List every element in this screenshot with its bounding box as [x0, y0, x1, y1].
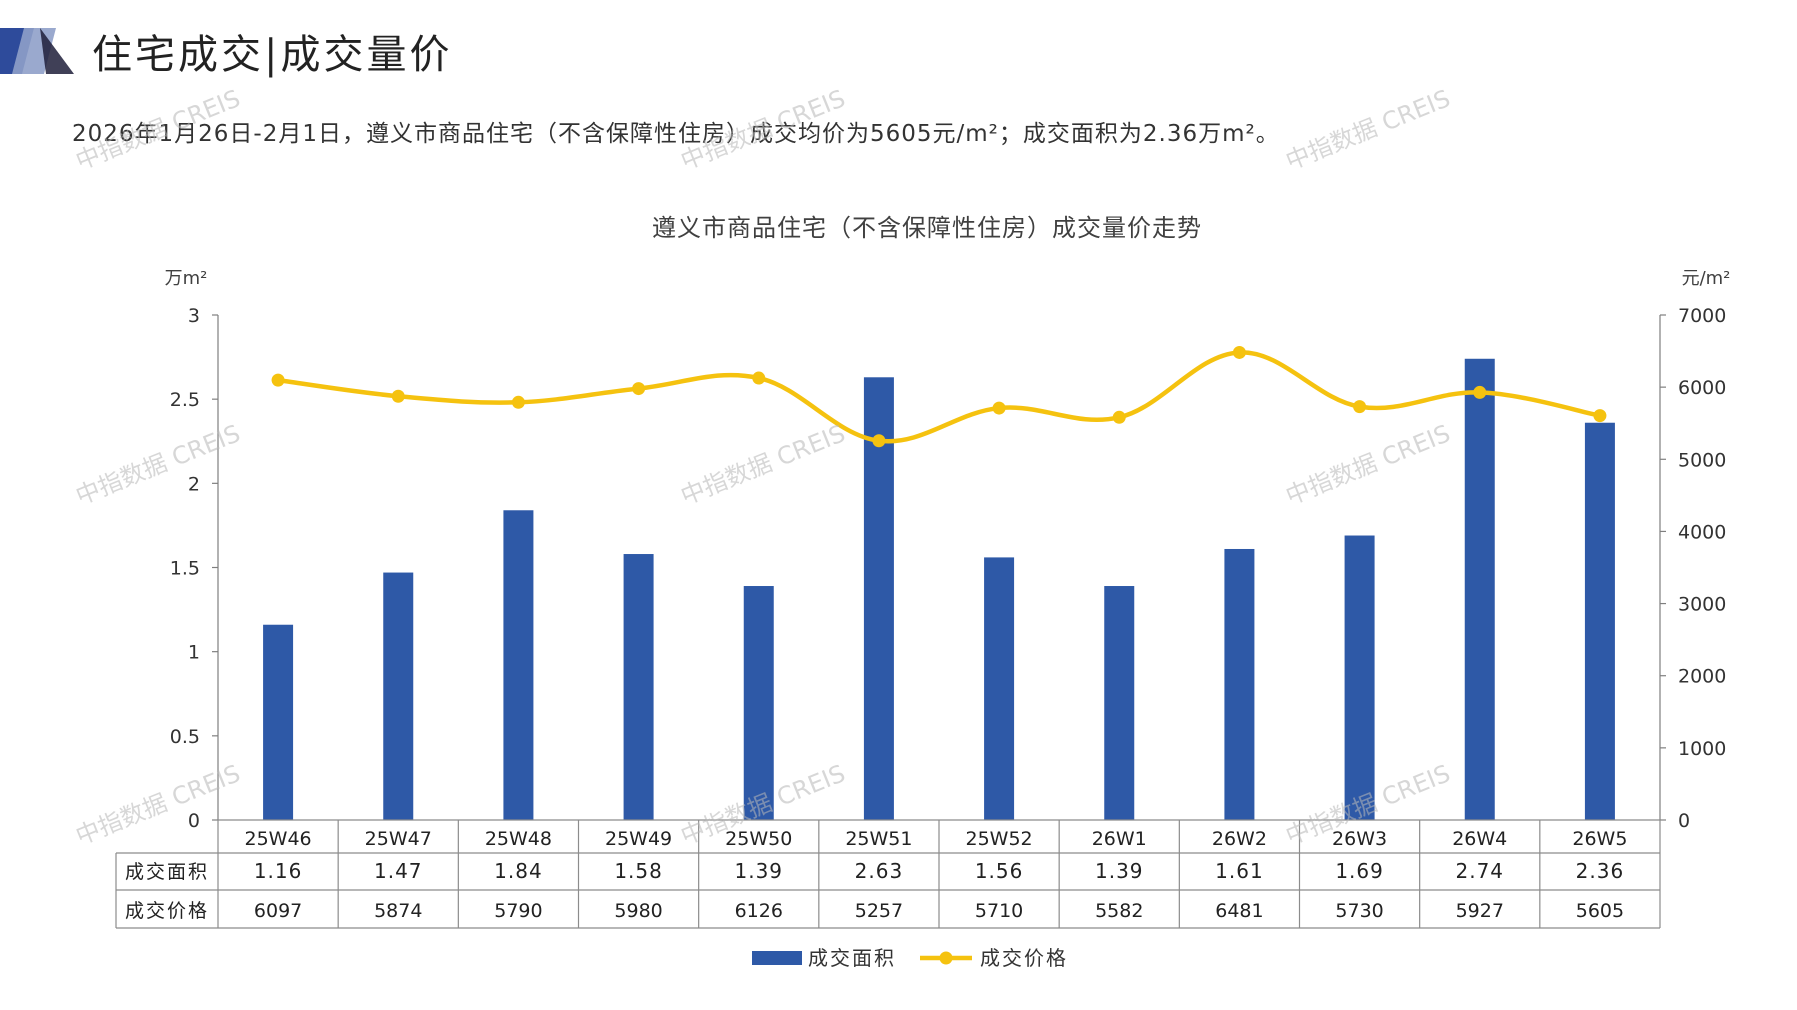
right-tick-label: 4000	[1678, 521, 1726, 543]
area-data-label: 2.63	[855, 859, 904, 883]
price-point-26W4	[1473, 385, 1487, 399]
price-point-26W3	[1353, 400, 1367, 414]
category-label: 25W48	[485, 828, 552, 850]
price-data-label: 5605	[1576, 900, 1624, 922]
watermark: 中指数据 CREIS	[72, 84, 244, 175]
price-data-label: 5874	[374, 900, 422, 922]
area-data-label: 1.56	[975, 859, 1024, 883]
summary-text: 2026年1月26日-2月1日，遵义市商品住宅（不含保障性住房）成交均价为560…	[72, 121, 1280, 147]
right-tick-label: 5000	[1678, 449, 1726, 471]
price-line	[277, 350, 1601, 444]
bar-25W49	[623, 554, 654, 820]
price-point-25W52	[992, 401, 1006, 415]
price-data-label: 5582	[1095, 900, 1143, 922]
price-data-label: 5257	[855, 900, 903, 922]
area-data-label: 2.36	[1576, 859, 1625, 883]
category-label: 26W3	[1332, 828, 1387, 850]
price-point-25W50	[752, 371, 766, 385]
right-tick-label: 7000	[1678, 305, 1726, 327]
price-point-26W2	[1232, 345, 1246, 359]
legend-swatch-price-dot	[939, 951, 953, 965]
right-tick-label: 3000	[1678, 594, 1726, 616]
bar-26W2	[1224, 548, 1255, 820]
chart-title: 遵义市商品住宅（不含保障性住房）成交量价走势	[652, 214, 1202, 242]
category-label: 25W49	[605, 828, 672, 850]
area-data-label: 1.84	[494, 859, 543, 883]
bar-26W5	[1584, 422, 1615, 820]
category-label: 25W46	[245, 828, 312, 850]
watermark: 中指数据 CREIS	[677, 84, 849, 175]
price-point-26W1	[1112, 410, 1126, 424]
right-tick-label: 0	[1678, 810, 1690, 832]
area-data-label: 1.39	[1095, 859, 1144, 883]
right-tick-label: 1000	[1678, 738, 1726, 760]
table-row-label-area: 成交面积	[125, 861, 209, 883]
left-tick-label: 3	[188, 305, 200, 327]
bar-26W3	[1344, 535, 1375, 820]
category-label: 25W52	[966, 828, 1033, 850]
bar-26W4	[1464, 358, 1495, 820]
category-label: 26W2	[1212, 828, 1267, 850]
legend-label-price: 成交价格	[980, 946, 1068, 970]
area-data-label: 2.74	[1455, 859, 1504, 883]
price-point-25W47	[391, 389, 405, 403]
area-data-label: 1.58	[614, 859, 663, 883]
price-data-label: 5710	[975, 900, 1023, 922]
area-data-label: 1.16	[254, 859, 303, 883]
price-point-25W51	[872, 434, 886, 448]
watermark: 中指数据 CREIS	[1282, 84, 1454, 175]
left-tick-label: 0.5	[170, 726, 200, 748]
area-data-label: 1.61	[1215, 859, 1264, 883]
brand-logo	[0, 28, 74, 74]
bar-25W50	[743, 586, 774, 820]
category-label: 26W5	[1572, 828, 1627, 850]
price-point-26W5	[1593, 409, 1607, 423]
watermark: 中指数据 CREIS	[1282, 419, 1454, 510]
page-title: 住宅成交|成交量价	[92, 32, 453, 78]
left-axis-unit: 万m²	[165, 268, 208, 289]
right-tick-label: 6000	[1678, 377, 1726, 399]
bar-25W52	[984, 557, 1015, 820]
left-tick-label: 1	[188, 642, 200, 664]
left-tick-label: 2.5	[170, 389, 200, 411]
left-tick-label: 1.5	[170, 558, 200, 580]
category-label: 25W51	[845, 828, 912, 850]
price-data-label: 6097	[254, 900, 302, 922]
bar-25W48	[503, 510, 534, 820]
category-label: 25W50	[725, 828, 792, 850]
area-data-label: 1.39	[734, 859, 783, 883]
bar-25W47	[383, 572, 414, 820]
legend-label-area: 成交面积	[808, 946, 896, 970]
category-label: 25W47	[365, 828, 432, 850]
watermark: 中指数据 CREIS	[677, 419, 849, 510]
price-point-25W49	[632, 382, 646, 396]
price-data-label: 6481	[1215, 900, 1263, 922]
bar-26W1	[1104, 586, 1135, 820]
category-label: 26W1	[1092, 828, 1147, 850]
left-tick-label: 2	[188, 473, 200, 495]
price-data-label: 5980	[614, 900, 662, 922]
area-data-label: 1.69	[1335, 859, 1384, 883]
price-point-25W46	[271, 373, 285, 387]
category-label: 26W4	[1452, 828, 1507, 850]
bar-25W46	[263, 624, 294, 820]
area-data-label: 1.47	[374, 859, 423, 883]
bar-25W51	[863, 377, 894, 820]
price-data-label: 5927	[1456, 900, 1504, 922]
price-point-25W48	[511, 395, 525, 409]
left-tick-label: 0	[188, 810, 200, 832]
right-tick-label: 2000	[1678, 666, 1726, 688]
price-data-label: 5730	[1335, 900, 1383, 922]
legend-swatch-area	[752, 951, 802, 965]
right-axis-unit: 元/m²	[1682, 268, 1731, 289]
price-data-label: 6126	[735, 900, 783, 922]
price-data-label: 5790	[494, 900, 542, 922]
table-row-label-price: 成交价格	[125, 900, 209, 922]
